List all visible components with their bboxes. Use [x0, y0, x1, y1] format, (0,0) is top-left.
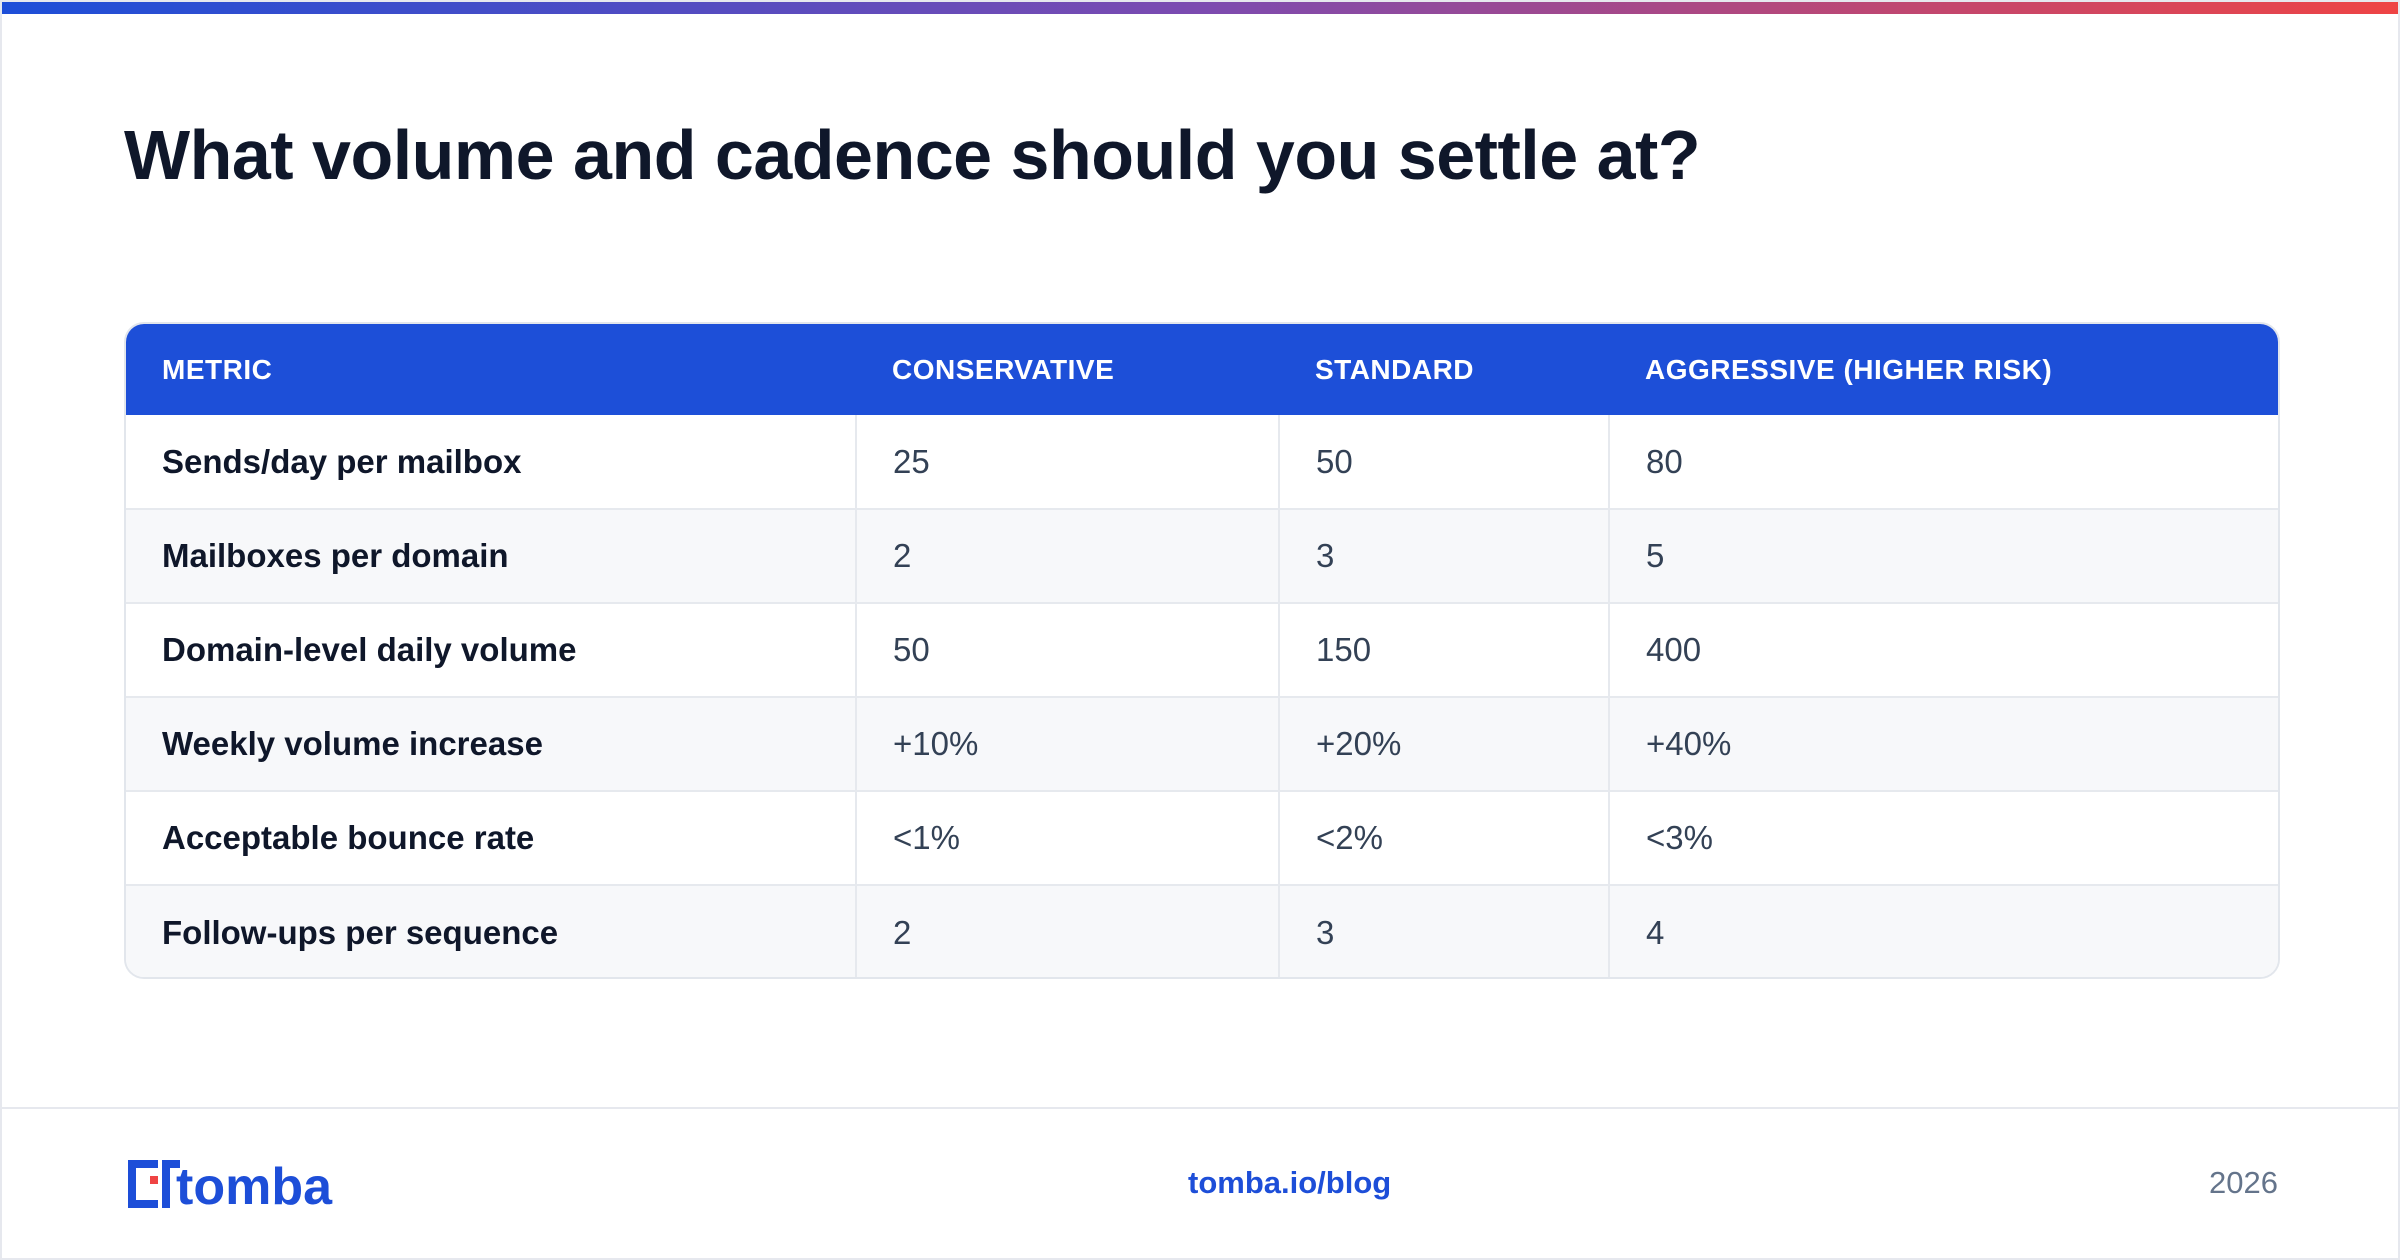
column-header-conservative: CONSERVATIVE: [892, 353, 1115, 385]
metrics-table: METRIC CONSERVATIVE STANDARD AGGRESSIVE …: [126, 324, 2278, 977]
footer-divider: [2, 1107, 2398, 1109]
aggressive-cell: 400: [1608, 602, 2278, 697]
standard-cell: 150: [1278, 602, 1609, 697]
table-row: Domain-level daily volume 50 150 400: [126, 602, 2278, 697]
column-header-metric: METRIC: [162, 353, 273, 385]
aggressive-cell: 4: [1608, 884, 2278, 977]
tomba-logo: tomba: [124, 1154, 380, 1214]
conservative-cell: 25: [855, 415, 1279, 509]
svg-text:tomba: tomba: [176, 1158, 333, 1214]
aggressive-cell: +40%: [1608, 696, 2278, 791]
aggressive-cell: <3%: [1608, 790, 2278, 885]
standard-cell: 3: [1278, 508, 1609, 603]
conservative-cell: 2: [855, 884, 1279, 977]
tomba-logo-icon: tomba: [128, 1158, 333, 1214]
metric-name-cell: Mailboxes per domain: [126, 508, 856, 603]
column-header-standard: STANDARD: [1315, 353, 1475, 385]
aggressive-cell: 5: [1608, 508, 2278, 603]
table-row: Acceptable bounce rate <1% <2% <3%: [126, 790, 2278, 885]
conservative-cell: 50: [855, 602, 1279, 697]
standard-cell: 3: [1278, 884, 1609, 977]
aggressive-cell: 80: [1608, 415, 2278, 509]
standard-cell: <2%: [1278, 790, 1609, 885]
conservative-cell: +10%: [855, 696, 1279, 791]
table-header: METRIC CONSERVATIVE STANDARD AGGRESSIVE …: [126, 324, 2278, 415]
metric-name-cell: Weekly volume increase: [126, 696, 856, 791]
metric-name-cell: Domain-level daily volume: [126, 602, 856, 697]
table-header-row: METRIC CONSERVATIVE STANDARD AGGRESSIVE …: [126, 324, 2278, 415]
metric-name-cell: Sends/day per mailbox: [162, 442, 522, 480]
metrics-table-container: METRIC CONSERVATIVE STANDARD AGGRESSIVE …: [124, 322, 2280, 979]
gradient-top-bar: [2, 2, 2398, 14]
table-row: Sends/day per mailbox 25 50 80: [126, 415, 2278, 509]
table-row: Follow-ups per sequence 2 3 4: [126, 884, 2278, 977]
page-title: What volume and cadence should you settl…: [124, 116, 1701, 194]
footer-blog-url[interactable]: tomba.io/blog: [1188, 1165, 1392, 1200]
table-row: Weekly volume increase +10% +20% +40%: [126, 696, 2278, 791]
footer-year: 2026: [2209, 1165, 2278, 1200]
table-row: Mailboxes per domain 2 3 5: [126, 508, 2278, 603]
standard-cell: 50: [1278, 415, 1609, 509]
conservative-cell: <1%: [855, 790, 1279, 885]
table-body: Sends/day per mailbox 25 50 80 Mailboxes…: [126, 415, 2278, 977]
metric-name-cell: Acceptable bounce rate: [126, 790, 856, 885]
metric-name-cell: Follow-ups per sequence: [126, 884, 856, 977]
standard-cell: +20%: [1278, 696, 1609, 791]
conservative-cell: 2: [855, 508, 1279, 603]
column-header-aggressive: AGGRESSIVE (HIGHER RISK): [1645, 353, 2053, 385]
